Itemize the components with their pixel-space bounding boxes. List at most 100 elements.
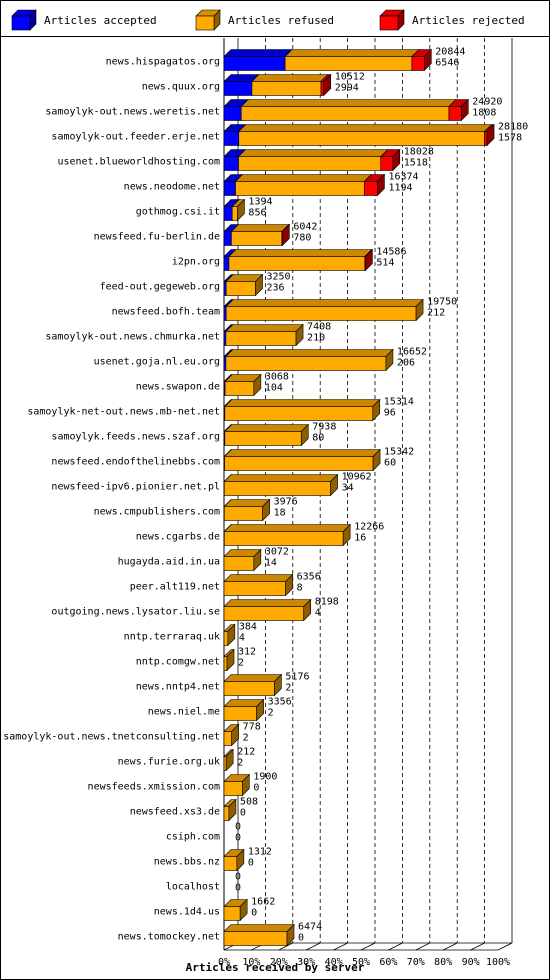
value-label-total: 19750	[427, 297, 457, 308]
x-tick-label: 80%	[434, 957, 452, 968]
bar-side-refused	[239, 898, 248, 922]
server-label: hugayda.aid.in.ua	[118, 557, 220, 568]
value-label-second: 6546	[435, 58, 459, 69]
value-label-second: 236	[267, 283, 285, 294]
server-label: news.bbs.nz	[154, 857, 220, 868]
value-label-second: 4	[315, 608, 321, 619]
bar-side-refused	[228, 798, 237, 822]
bar-refused	[223, 531, 344, 546]
value-label-total: 20844	[435, 47, 465, 58]
bar-side-rejected	[365, 248, 373, 272]
value-label-total: 7408	[307, 322, 331, 333]
bar-refused	[224, 431, 302, 446]
value-label-second: 0	[240, 808, 246, 819]
bar-refused	[225, 306, 417, 321]
x-tick-label: 0%	[218, 957, 230, 968]
bar-refused	[223, 656, 228, 671]
server-label: samoylyk-net-out.news.mb-net.net	[27, 407, 220, 418]
value-label-total: 1662	[251, 897, 275, 908]
bar-side-rejected	[282, 223, 290, 247]
value-label-total: 6474	[298, 922, 322, 933]
value-label-second: 4	[239, 633, 245, 644]
server-label: samoylyk-out.news.tnetconsulting.net	[3, 732, 220, 743]
bar-refused	[284, 56, 413, 71]
value-label-second: 14	[265, 558, 277, 569]
bar-rejected	[363, 181, 378, 196]
value-label-second: 2994	[335, 83, 359, 94]
x-axis-title: Articles received by server	[186, 961, 365, 974]
bar-top-refused	[224, 399, 381, 407]
value-label-total: 3068	[265, 372, 289, 383]
value-label-second: 2	[238, 658, 244, 669]
value-label-second: 856	[248, 208, 266, 219]
bar-side-rejected	[323, 73, 332, 97]
bar-accepted	[223, 231, 232, 246]
bar-top-refused	[223, 924, 295, 932]
legend: Articles accepted Articles refused Article…	[11, 9, 525, 31]
bar-refused	[223, 506, 263, 521]
bar-side-refused	[372, 398, 381, 422]
bar-side-refused	[385, 348, 394, 372]
value-label-total: 18028	[404, 147, 434, 158]
x-tick-label: 40%	[325, 957, 343, 968]
bar-side-refused	[253, 548, 262, 572]
value-label-total: 0	[235, 822, 241, 833]
bar-side-refused	[255, 273, 263, 297]
bar-top-refused	[284, 49, 420, 57]
bar-side-refused	[262, 498, 270, 522]
bar-accepted	[223, 131, 240, 146]
bar-rejected	[411, 56, 425, 71]
value-label-second: 780	[293, 233, 311, 244]
value-label-total: 1900	[253, 772, 277, 783]
value-label-total: 0	[235, 872, 241, 883]
bar-accepted	[223, 81, 253, 96]
value-label-total: 6356	[297, 572, 321, 583]
value-label-second: 104	[265, 383, 283, 394]
server-label: news.cgarbs.de	[136, 532, 220, 543]
value-label-total: 778	[243, 722, 261, 733]
bar-side-refused	[415, 298, 424, 322]
server-label: nntp.terraraq.uk	[124, 632, 220, 643]
value-label-total: 1312	[248, 847, 272, 858]
server-label: newsfeed.endofthelinebbs.com	[51, 457, 220, 468]
bar-side-refused	[231, 723, 239, 747]
value-label-total: 5176	[285, 672, 309, 683]
server-label: news.cmpublishers.com	[94, 507, 220, 518]
x-tick-label: 70%	[407, 957, 425, 968]
value-label-second: 210	[307, 333, 325, 344]
x-tick-label: 30%	[297, 957, 315, 968]
server-label: news.1d4.us	[154, 907, 220, 918]
bar-top-refused	[223, 674, 283, 682]
server-label: samoylyk-out.news.chmurka.net	[45, 332, 220, 343]
legend-label: Articles accepted	[44, 14, 157, 27]
floor-gridline	[278, 942, 293, 951]
server-label: nntp.comgw.net	[136, 657, 220, 668]
value-label-second: 96	[384, 408, 396, 419]
server-label: news.swapon.de	[136, 382, 220, 393]
bar-refused	[235, 181, 365, 196]
bar-accepted	[223, 156, 239, 171]
server-label: news.tomockey.net	[118, 932, 220, 943]
server-label: news.niel.me	[148, 707, 220, 718]
bar-top-refused	[223, 474, 339, 482]
bar-side-refused	[242, 773, 250, 797]
server-label: peer.alt119.net	[130, 582, 220, 593]
value-label-second: 1194	[388, 183, 412, 194]
x-tick-label: 10%	[242, 957, 260, 968]
server-label: usenet.blueworldhosting.com	[57, 157, 220, 168]
bar-rejected	[380, 156, 394, 171]
floor-gridline	[388, 942, 403, 951]
x-tick-label: 100%	[486, 957, 510, 968]
bar-top-accepted	[223, 49, 293, 57]
bar-refused	[223, 556, 255, 571]
bar-refused	[224, 381, 255, 396]
server-label: newsfeed.bofh.team	[112, 307, 220, 318]
bar-side-refused	[274, 673, 282, 697]
server-label: news.hispagatos.org	[106, 57, 220, 68]
legend-label: Articles rejected	[412, 14, 525, 27]
bar-side-refused	[372, 448, 381, 472]
server-label: news.furie.org.uk	[118, 757, 220, 768]
bar-top-refused	[225, 349, 394, 357]
value-label-second: 2	[243, 733, 249, 744]
